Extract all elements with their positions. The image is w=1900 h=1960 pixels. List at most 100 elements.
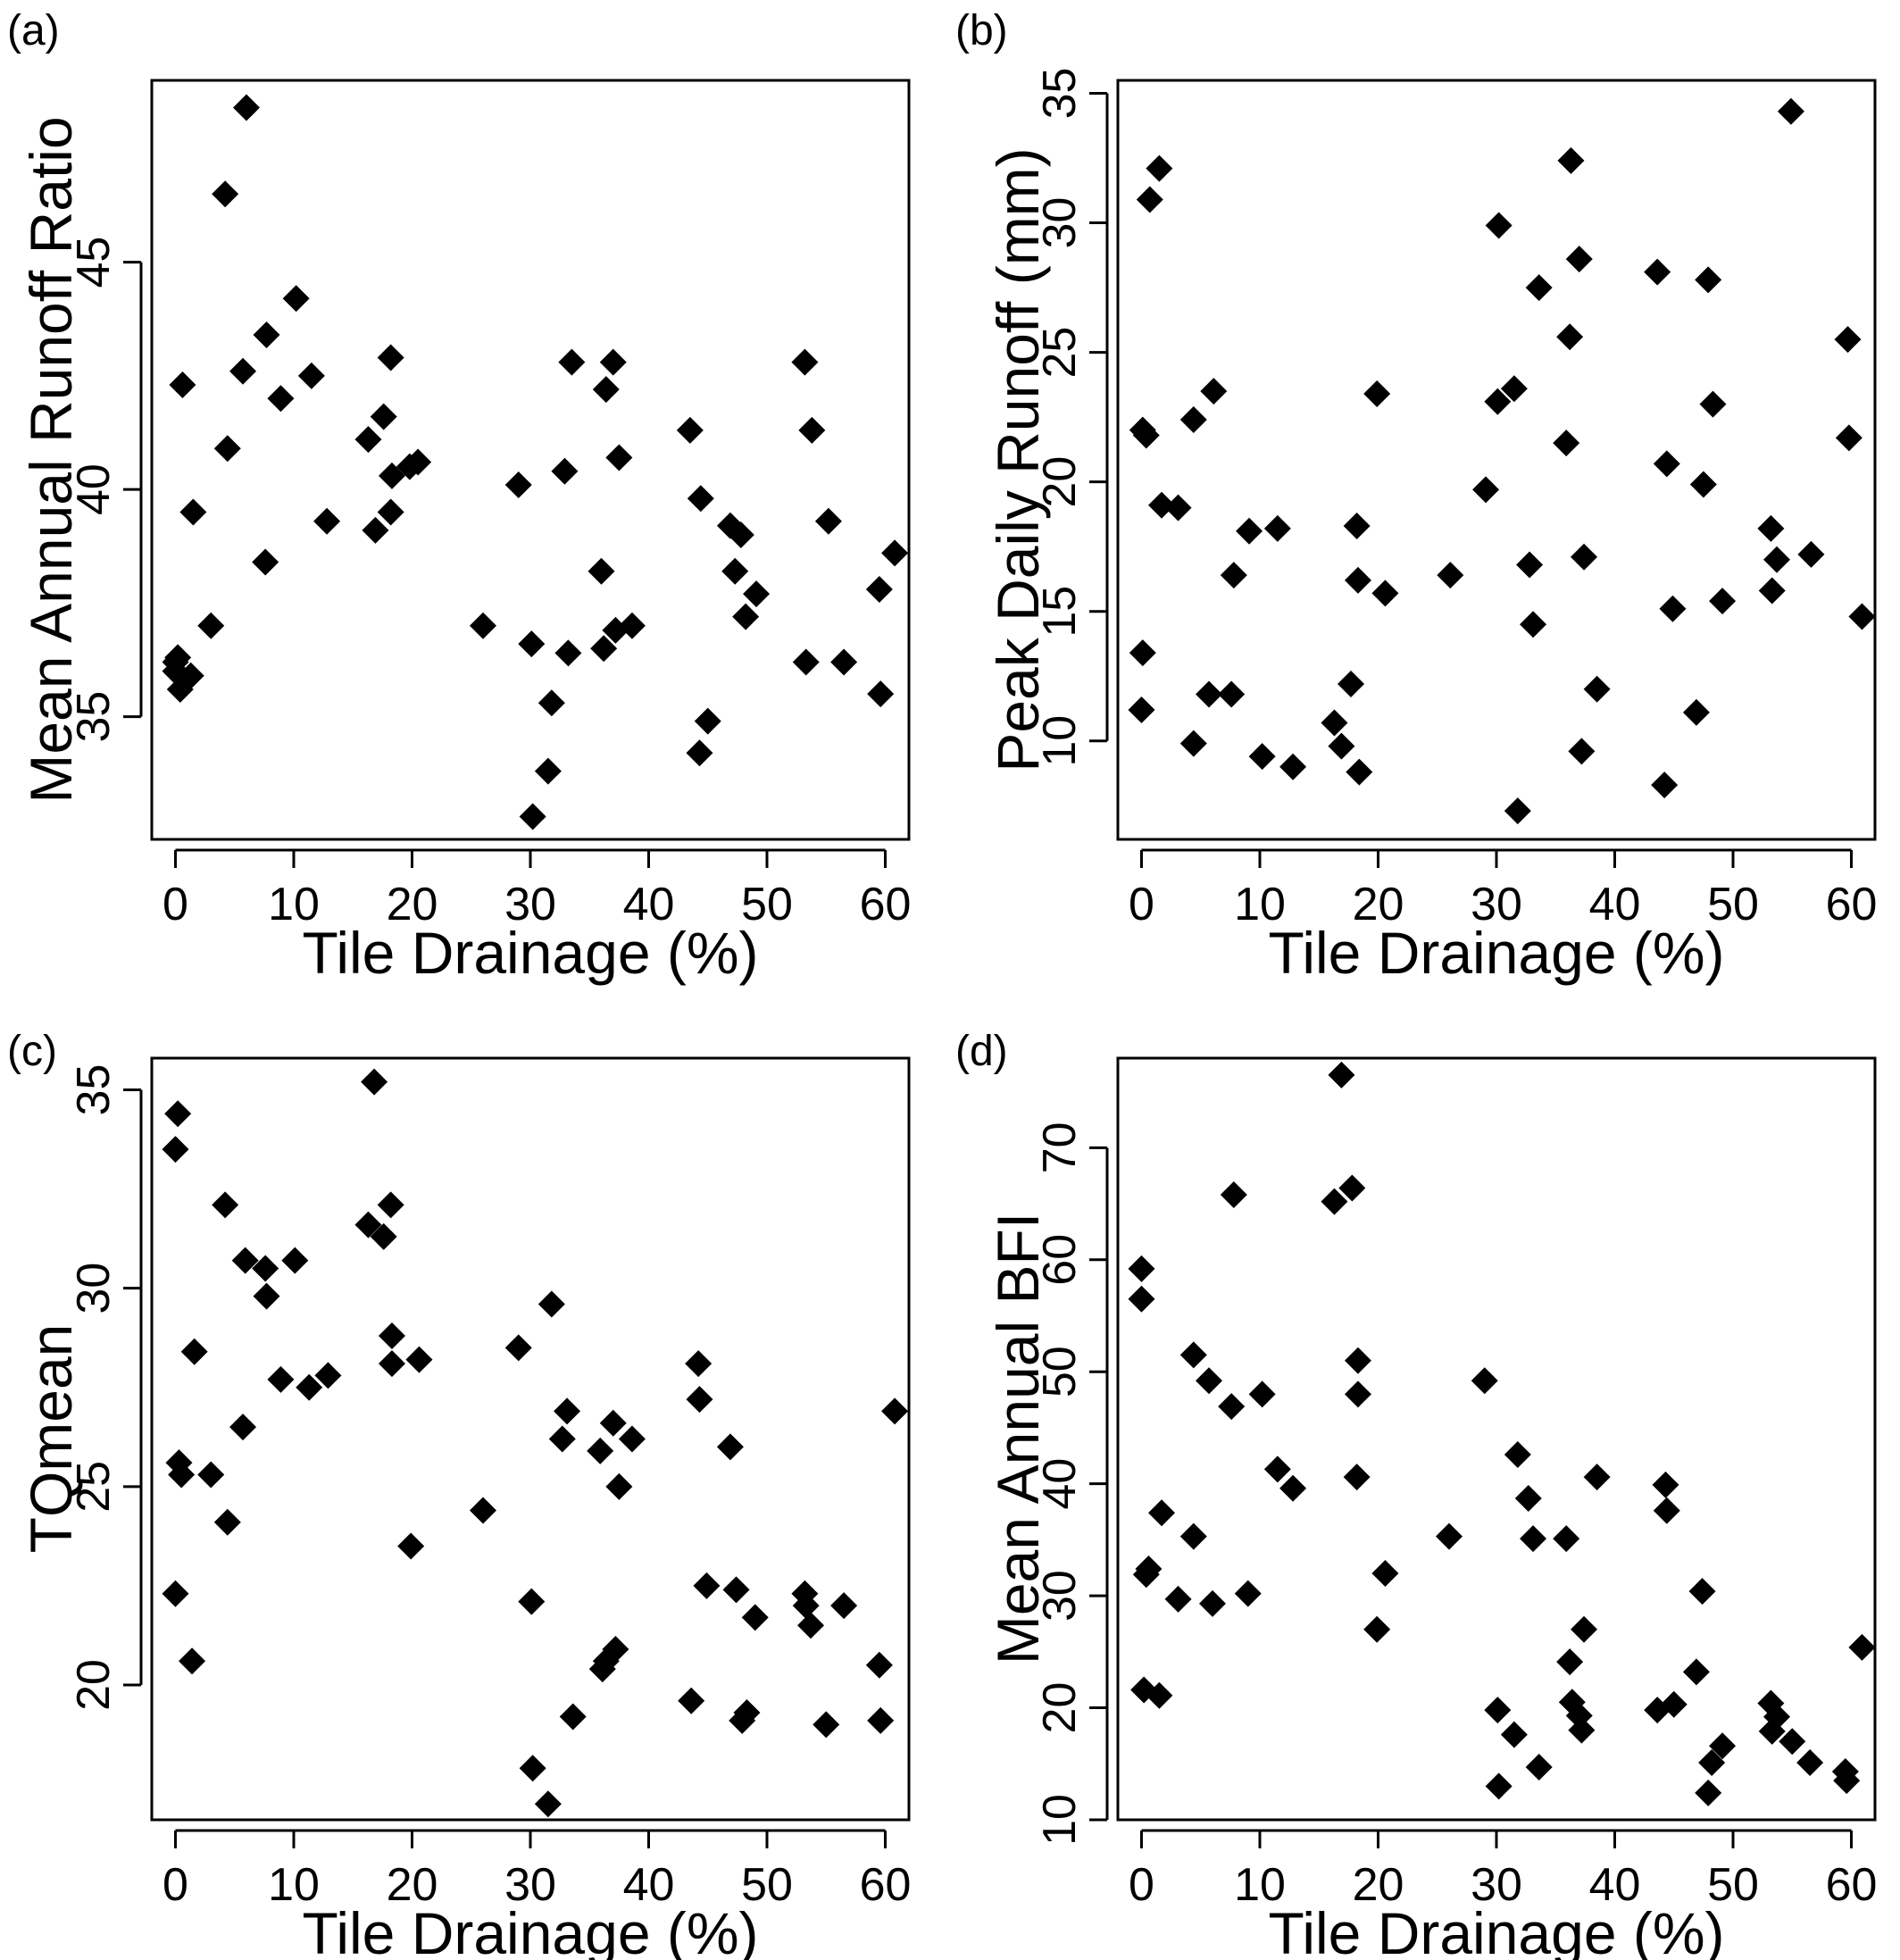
y-tick-label: 20: [68, 1659, 120, 1711]
data-point: [602, 1635, 629, 1663]
data-point: [504, 471, 532, 498]
data-point: [1583, 1464, 1611, 1491]
data-point: [1220, 1181, 1247, 1209]
data-point: [164, 644, 192, 671]
data-point: [551, 457, 579, 485]
data-point: [1328, 1061, 1355, 1088]
data-point: [267, 1365, 295, 1393]
data-point: [1835, 424, 1862, 452]
data-point: [1834, 326, 1862, 354]
data-point: [733, 1699, 761, 1727]
data-point: [605, 1472, 633, 1500]
data-point: [397, 1532, 425, 1560]
data-point: [1698, 1749, 1726, 1777]
data-point: [1321, 1188, 1348, 1215]
data-point: [1129, 639, 1156, 667]
data-point: [1699, 390, 1727, 418]
data-point: [1485, 1772, 1512, 1800]
y-tick-label: 40: [68, 463, 120, 515]
y-tick-label: 20: [1034, 456, 1086, 508]
data-point: [1484, 1697, 1512, 1724]
data-point: [727, 521, 754, 548]
data-point: [1338, 670, 1365, 697]
data-point: [1146, 1681, 1173, 1709]
x-tick-label: 10: [1234, 879, 1286, 930]
data-point: [1148, 491, 1176, 519]
data-point: [685, 1350, 712, 1378]
x-tick-label: 20: [1353, 879, 1404, 930]
data-point: [1371, 1560, 1399, 1588]
data-point: [296, 1373, 323, 1401]
data-point: [534, 757, 562, 785]
data-point: [798, 416, 826, 444]
data-point: [1236, 517, 1263, 545]
data-point: [590, 635, 618, 663]
data-point: [1436, 1522, 1462, 1550]
data-point: [1363, 1615, 1391, 1643]
data-point: [587, 1437, 614, 1464]
data-point: [297, 362, 325, 389]
data-point: [180, 1338, 208, 1365]
data-point: [169, 371, 196, 399]
data-point: [233, 94, 260, 121]
data-point: [1321, 709, 1348, 737]
data-point: [1796, 1749, 1824, 1777]
data-point: [1218, 680, 1246, 708]
data-point: [693, 1572, 721, 1599]
x-tick-label: 0: [1129, 879, 1154, 930]
data-point: [1263, 1455, 1291, 1483]
data-point: [721, 557, 749, 585]
data-point: [253, 321, 280, 349]
x-tick-label: 30: [504, 879, 556, 930]
data-point: [1689, 471, 1717, 498]
data-point: [732, 603, 760, 630]
data-point: [1164, 1585, 1192, 1613]
data-point: [470, 612, 496, 639]
data-point: [1556, 1648, 1584, 1676]
x-tick-label: 50: [1707, 879, 1759, 930]
data-point: [252, 1255, 279, 1282]
data-point: [1196, 680, 1223, 708]
data-point: [881, 539, 909, 567]
data-point: [722, 1576, 750, 1604]
x-tick-label: 50: [741, 1859, 793, 1911]
x-tick-label: 10: [268, 879, 320, 930]
data-point: [538, 1290, 565, 1318]
data-point: [177, 662, 204, 689]
data-point: [1763, 1703, 1791, 1731]
data-point: [1179, 1341, 1207, 1369]
data-point: [213, 1508, 241, 1536]
data-point: [1196, 1367, 1223, 1395]
data-point: [1484, 388, 1512, 415]
data-point: [1179, 1522, 1207, 1550]
plot-frame: [1116, 79, 1877, 841]
data-point: [470, 1497, 496, 1524]
data-point: [404, 448, 432, 476]
data-point: [686, 1386, 713, 1414]
data-point: [865, 576, 893, 604]
x-tick-label: 60: [860, 879, 912, 930]
x-tick-label: 60: [860, 1859, 912, 1911]
data-point: [1148, 1499, 1176, 1527]
data-point: [678, 1687, 705, 1714]
data-point: [229, 1414, 257, 1441]
x-tick-label: 50: [1707, 1859, 1759, 1911]
data-point: [1688, 1578, 1716, 1606]
data-point: [1660, 1690, 1688, 1718]
data-point: [605, 444, 633, 471]
data-point: [267, 385, 295, 413]
data-point: [676, 416, 704, 444]
data-point: [1485, 212, 1512, 239]
y-tick-label: 30: [1034, 197, 1086, 249]
data-point: [1344, 566, 1371, 594]
data-point: [559, 1703, 587, 1731]
panel-label: (d): [955, 1028, 1008, 1075]
data-point: [1644, 258, 1671, 286]
data-point: [554, 639, 582, 667]
panel-label: (b): [955, 7, 1008, 54]
data-point: [405, 1346, 433, 1373]
y-tick-label: 50: [1034, 1346, 1086, 1397]
data-point: [370, 403, 397, 430]
data-point: [1344, 1380, 1371, 1408]
